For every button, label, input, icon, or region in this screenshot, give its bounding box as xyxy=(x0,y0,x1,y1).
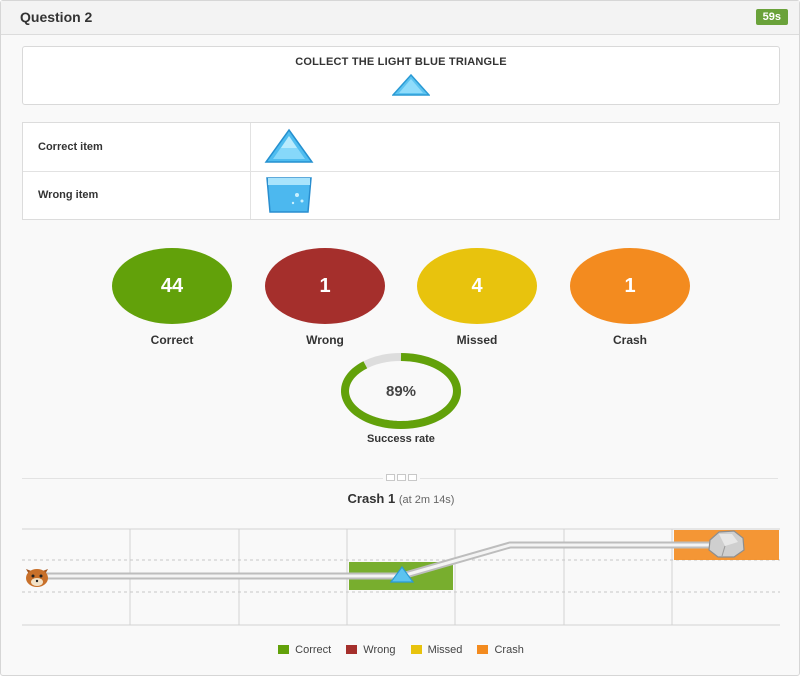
wrong-label: Wrong xyxy=(306,333,344,347)
success-rate-label: Success rate xyxy=(367,433,435,445)
correct-count: 44 xyxy=(112,248,232,324)
fox-avatar-icon xyxy=(26,569,48,587)
missed-stat: 4 Missed xyxy=(417,248,537,347)
success-rate-value: 89% xyxy=(386,383,416,400)
correct-stat: 44 Correct xyxy=(112,248,232,347)
wrong-item-label: Wrong item xyxy=(38,189,99,201)
light-blue-triangle-icon xyxy=(389,565,415,583)
light-blue-cup-icon xyxy=(266,177,312,213)
timer-badge: 59s xyxy=(755,9,788,25)
wrong-stat: 1 Wrong xyxy=(265,248,385,347)
panel-header: Question 2 59s xyxy=(1,1,799,35)
missed-label: Missed xyxy=(456,333,498,347)
legend-item-correct: Correct xyxy=(278,644,331,656)
success-rate: 89% Success rate xyxy=(340,351,462,445)
legend: Correct Wrong Missed Crash xyxy=(1,644,800,656)
light-blue-triangle-icon xyxy=(392,74,430,96)
legend-item-wrong: Wrong xyxy=(346,644,396,656)
rock-icon xyxy=(708,530,745,558)
instruction-box: COLLECT THE LIGHT BLUE TRIANGLE xyxy=(22,46,780,105)
legend-item-missed: Missed xyxy=(410,644,462,656)
missed-count: 4 xyxy=(417,248,537,324)
wrong-item-row: Wrong item xyxy=(23,171,779,219)
crash-label: Crash xyxy=(612,333,647,347)
crash-time: (at 2m 14s) xyxy=(398,494,455,506)
wrong-count: 1 xyxy=(265,248,385,324)
crash-replay-track xyxy=(22,516,780,636)
legend-item-crash: Crash xyxy=(477,644,524,656)
crash-title-text: Crash 1 xyxy=(347,491,396,506)
question-title: Question 2 xyxy=(20,9,93,25)
correct-item-row: Correct item xyxy=(23,123,779,172)
crash-title: Crash 1 (at 2m 14s) xyxy=(1,491,800,506)
correct-label: Correct xyxy=(150,333,194,347)
crash-stat: 1 Crash xyxy=(570,248,690,347)
resize-handle[interactable] xyxy=(383,474,420,482)
correct-item-label: Correct item xyxy=(38,141,103,153)
items-table: Correct item Wrong item xyxy=(22,122,780,220)
light-blue-triangle-icon xyxy=(264,128,314,163)
success-rate-ring: 89% xyxy=(341,353,461,430)
crash-count: 1 xyxy=(570,248,690,324)
instruction-text: COLLECT THE LIGHT BLUE TRIANGLE xyxy=(295,56,507,68)
